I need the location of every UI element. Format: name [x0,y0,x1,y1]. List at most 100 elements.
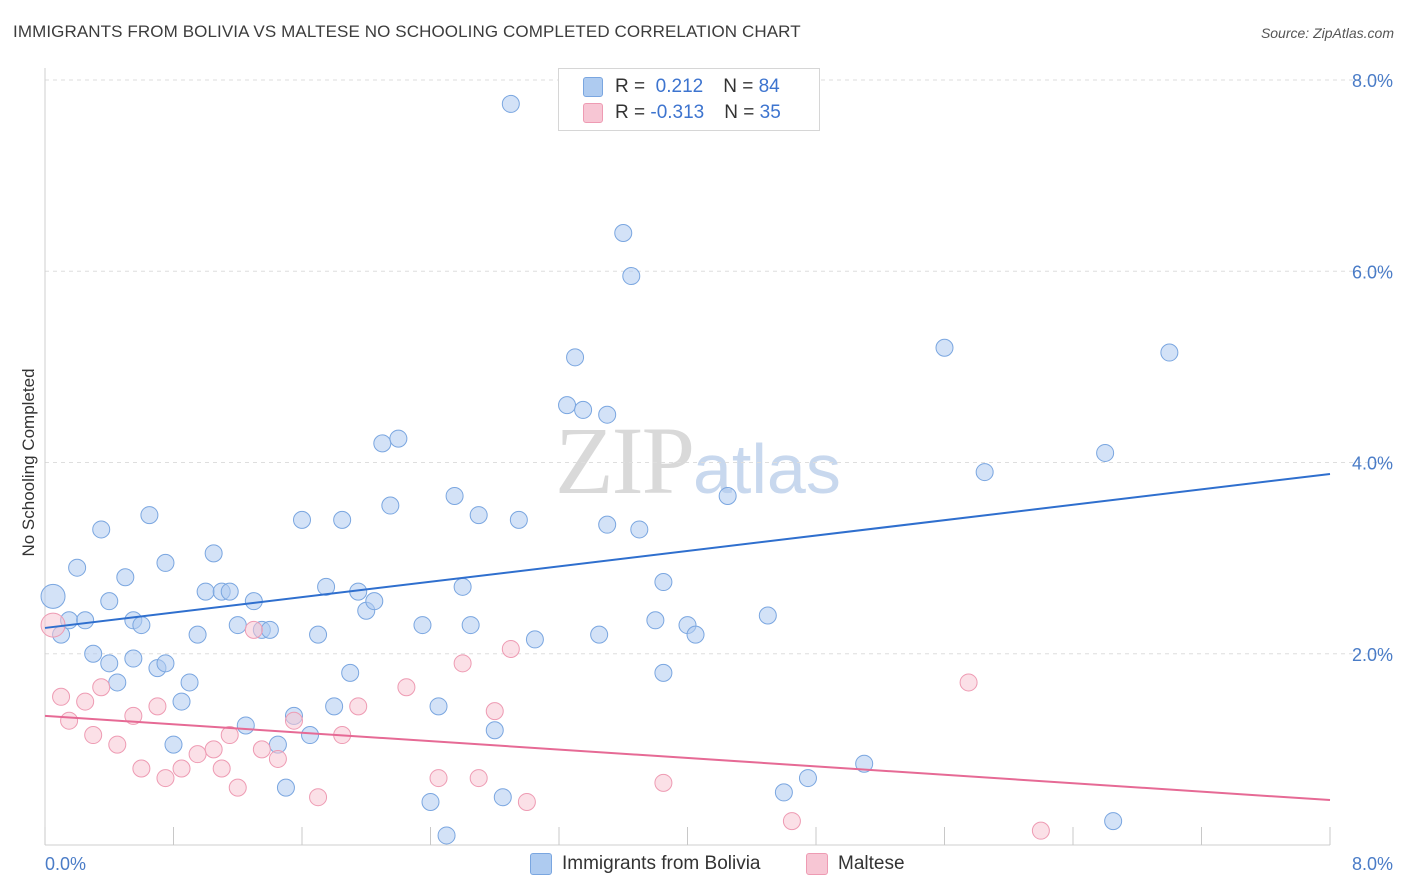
maltese-point [309,788,328,807]
maltese-point [124,706,143,725]
bolivia-point [100,654,119,673]
bolivia-point [244,592,263,611]
maltese-point [172,759,191,778]
bolivia-point [429,697,448,716]
bolivia-point [525,630,544,649]
maltese-point [52,687,71,706]
bolivia-point [718,486,737,505]
maltese-point [188,745,207,764]
bolivia-point [40,583,66,609]
bolivia-point [140,506,159,525]
bolivia-point [630,520,649,539]
bolivia-point [156,654,175,673]
bolivia-point [798,769,817,788]
watermark-zip: ZIP [555,407,695,514]
bolivia-point [156,553,175,572]
bolivia-point [421,792,440,811]
bolivia-point [108,673,127,692]
legend-n-value: 84 [758,76,780,97]
bolivia-point [461,616,480,635]
bolivia-point [598,405,617,424]
bolivia-point [493,788,512,807]
legend-swatch-bolivia [583,77,603,97]
maltese-point [156,769,175,788]
bolivia-point [116,568,135,587]
stats-legend: R = 0.212 N = 84 R = -0.313 N = 35 [558,68,820,131]
maltese-point [132,759,151,778]
legend-swatch-maltese [583,103,603,123]
maltese-point [76,692,95,711]
bolivia-point [558,396,577,415]
bolivia-point [598,515,617,534]
bolivia-point [276,778,295,797]
bolivia-point [180,673,199,692]
legend-n-label: N = [723,76,759,97]
bolivia-point [413,616,432,635]
y-tick-label: 4.0% [1352,454,1393,474]
legend-r-label: R = [615,102,651,123]
x-tick-label: 8.0% [1352,854,1393,874]
bolivia-point [686,625,705,644]
bolivia-point [437,826,456,845]
bolivia-point [293,510,311,529]
legend-row-maltese: R = -0.313 N = 35 [583,101,781,125]
maltese-point [252,740,271,759]
maltese-point [60,711,79,730]
bottom-legend-label-maltese: Maltese [838,853,905,874]
bolivia-point [196,582,215,601]
bolivia-point [485,721,504,740]
bolivia-point [855,754,874,773]
maltese-point [212,759,231,778]
bottom-legend-label-bolivia: Immigrants from Bolivia [562,853,761,874]
legend-r-value: 0.212 [650,76,704,97]
maltese-point [268,749,287,768]
bolivia-point [341,663,360,682]
maltese-point [148,697,167,716]
bolivia-point [100,592,119,611]
bolivia-point [590,625,609,644]
maltese-point [84,726,103,745]
bolivia-point [574,400,593,419]
maltese-point [228,778,247,797]
bolivia-point [758,606,777,625]
maltese-point [501,639,520,658]
bolivia-point [445,486,464,505]
bolivia-point [654,663,673,682]
bolivia-point [301,726,320,745]
bolivia-point [76,611,95,630]
bolivia-trend-line [44,472,1331,629]
bolivia-point [365,592,384,611]
bolivia-point [1104,812,1123,831]
maltese-point [92,678,111,697]
bolivia-point [172,692,191,711]
bolivia-point [317,577,336,596]
bolivia-point [132,616,151,635]
bolivia-point [646,611,665,630]
maltese-point [284,711,303,730]
y-tick-label: 8.0% [1352,71,1393,91]
maltese-point [349,697,368,716]
maltese-point [654,773,673,792]
bolivia-point [566,348,585,367]
legend-n-label: N = [724,102,760,123]
bolivia-point [469,506,488,525]
bolivia-point [164,735,183,754]
watermark-atlas: atlas [693,430,841,508]
bolivia-point [389,429,408,448]
maltese-point [453,654,472,673]
bolivia-point [614,224,633,242]
chart-title: IMMIGRANTS FROM BOLIVIA VS MALTESE NO SC… [13,22,801,41]
bolivia-point [309,625,328,644]
bolivia-point [84,644,103,663]
bolivia-point [68,558,87,577]
bolivia-point [501,94,520,113]
legend-n-value: 35 [759,102,781,123]
bolivia-point [333,510,352,529]
bottom-legend-swatch-maltese [806,853,828,875]
bolivia-point [509,510,528,529]
bolivia-point [654,573,673,592]
bottom-legend-maltese: Maltese [806,850,905,878]
bolivia-point [453,577,472,596]
bolivia-point [92,520,111,539]
